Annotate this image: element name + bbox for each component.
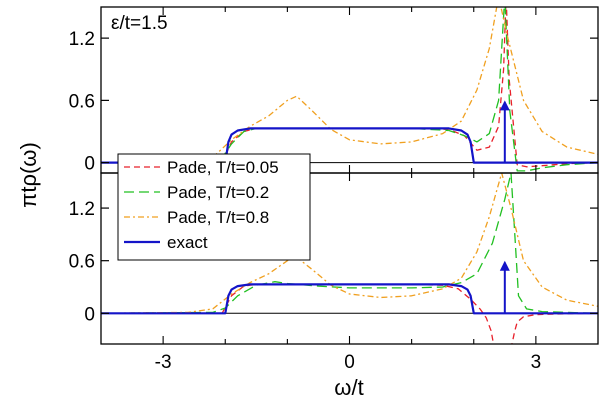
legend-label-pade-t-t-0-8: Pade, T/t=0.8: [167, 208, 269, 227]
top-ticks: 0 0.6 1.2: [69, 7, 598, 175]
bot-series-exact: [101, 283, 598, 315]
top-series-pade-t-t-0-05: [101, 7, 598, 168]
top-frame: [100, 6, 599, 174]
top-series-pade-t-t-0-2: [101, 7, 598, 172]
top-ytick-label-2: 1.2: [69, 29, 95, 50]
xtick-label-2: 3: [531, 352, 542, 373]
legend-label-exact: exact: [167, 233, 208, 252]
bot-ytick-label-2: 1.2: [69, 199, 95, 220]
bottom-ticks: 0 0.6 1.2 -3 0 3: [69, 173, 598, 373]
bot-ytick-label-0: 0: [84, 304, 95, 325]
top-annotation: ε/t=1.5: [111, 13, 168, 34]
legend-label-pade-t-t-0-05: Pade, T/t=0.05: [167, 158, 279, 177]
bot-delta-arrow-head: [499, 260, 510, 271]
legend-label-pade-t-t-0-2: Pade, T/t=0.2: [167, 183, 269, 202]
bottom-frame: [100, 172, 599, 345]
bot-series-pade-t-t-0-8: [101, 173, 598, 314]
bot-ytick-label-1: 0.6: [69, 252, 95, 273]
top-curves: [101, 7, 598, 172]
top-series-pade-t-t-0-8: [101, 7, 598, 164]
bottom-panel: 0 0.6 1.2 -3 0 3: [69, 173, 598, 373]
bottom-curves: [101, 173, 598, 344]
legend: Pade, T/t=0.05 Pade, T/t=0.2 Pade, T/t=0.8…: [117, 153, 311, 261]
bot-series-pade-t-t-0-2: [101, 173, 598, 314]
x-axis-label: ω/t: [334, 375, 363, 400]
xtick-label-0: -3: [155, 352, 172, 373]
top-series-exact: [101, 127, 598, 164]
xtick-label-1: 0: [344, 352, 355, 373]
top-panel: 0 0.6 1.2 ε/t=1.5: [69, 7, 598, 175]
top-ytick-label-1: 0.6: [69, 91, 95, 112]
y-axis-label: πtρ(ω): [16, 142, 41, 208]
top-delta-arrow-head: [499, 100, 510, 111]
top-ytick-label-0: 0: [84, 154, 95, 175]
